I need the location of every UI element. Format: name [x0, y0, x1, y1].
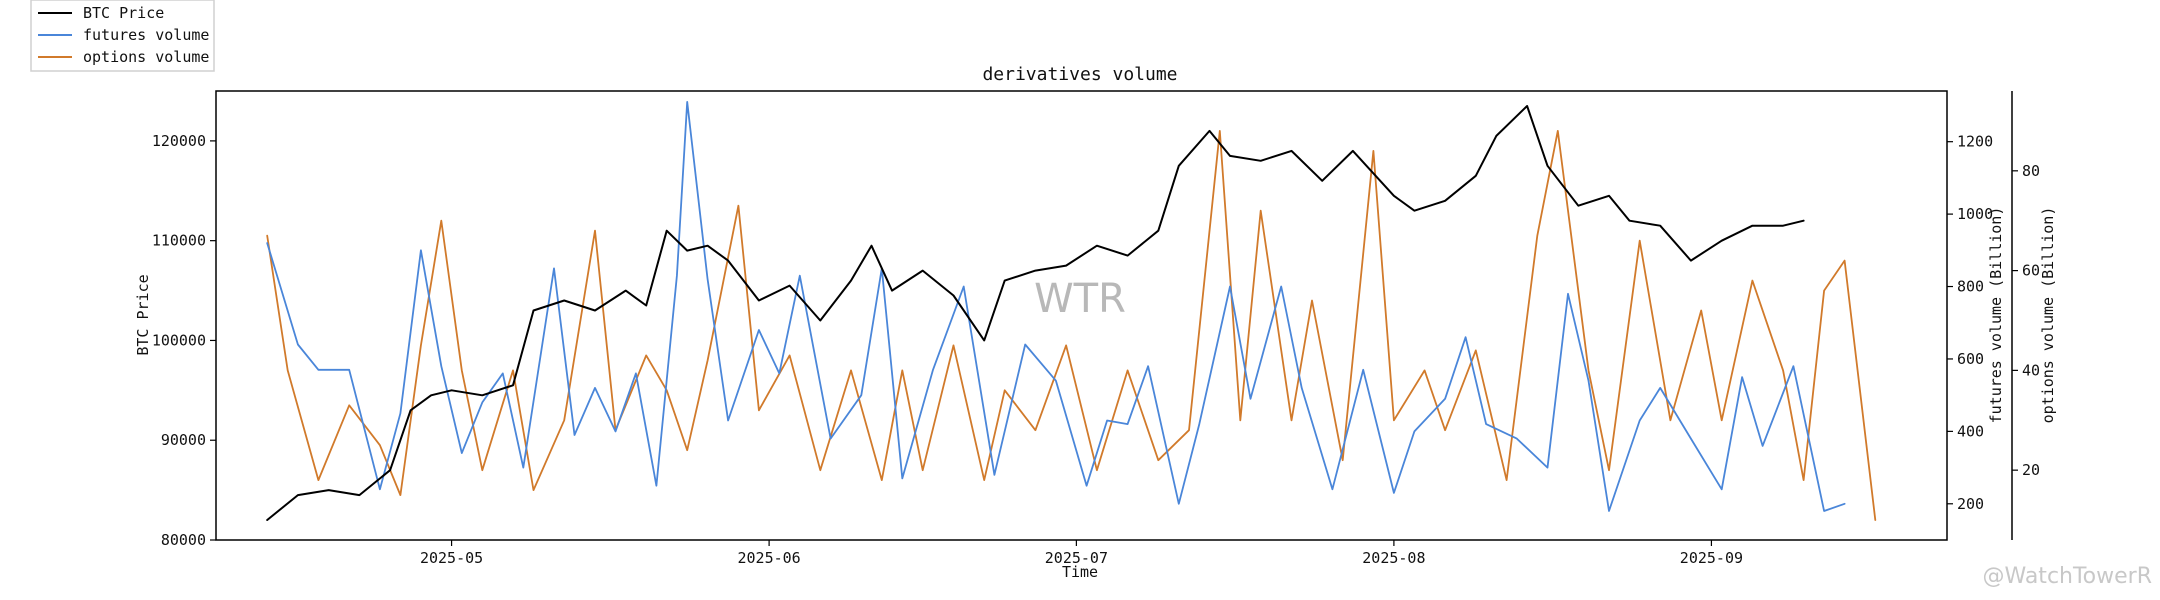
right-1-tick-label: 800	[1957, 278, 1984, 296]
watermark: WTR	[1034, 276, 1126, 322]
x-tick-label: 2025-09	[1680, 549, 1743, 567]
left-tick-label: 100000	[152, 331, 206, 349]
series-line-futures-volume	[266, 101, 1846, 512]
right-2-tick-label: 20	[2022, 461, 2040, 479]
x-tick-label: 2025-05	[420, 549, 483, 567]
right-axis-2-label: options volume (Billion)	[2039, 207, 2057, 424]
x-axis-label: Time	[1062, 563, 1098, 581]
right-axis-1-label: futures volume (Billion)	[1987, 207, 2005, 424]
legend: BTC Price futures volume options volume	[30, 0, 215, 72]
legend-label-futures-volume: futures volume	[83, 26, 209, 44]
right-2-tick-label: 80	[2022, 162, 2040, 180]
left-axis-label: BTC Price	[134, 274, 152, 355]
legend-label-options-volume: options volume	[83, 48, 209, 66]
legend-label-btc-price: BTC Price	[83, 4, 164, 22]
axis-ticks: 2025-05 2025-06 2025-07 2025-08 2025-09 80000…	[152, 132, 2040, 567]
x-tick-label: 2025-06	[737, 549, 800, 567]
right-1-tick-label: 1200	[1957, 133, 1993, 151]
chart-title: derivatives volume	[982, 64, 1177, 85]
right-1-tick-label: 1000	[1957, 205, 1993, 223]
right-1-tick-label: 200	[1957, 495, 1984, 513]
credit-watermark: @WatchTowerR	[1982, 564, 2152, 589]
series-line-btc-price	[266, 105, 1805, 521]
plot-frame	[215, 90, 1948, 541]
right-2-tick-label: 60	[2022, 262, 2040, 280]
left-tick-label: 120000	[152, 132, 206, 150]
left-tick-label: 80000	[161, 531, 206, 549]
right-1-tick-label: 400	[1957, 422, 1984, 440]
x-tick-label: 2025-07	[1045, 549, 1108, 567]
series-line-options-volume	[266, 129, 1877, 521]
x-tick-label: 2025-08	[1362, 549, 1425, 567]
right-2-tick-label: 40	[2022, 361, 2040, 379]
left-tick-label: 110000	[152, 232, 206, 250]
left-tick-label: 90000	[161, 431, 206, 449]
right-1-tick-label: 600	[1957, 350, 1984, 368]
series-lines	[266, 101, 1877, 521]
